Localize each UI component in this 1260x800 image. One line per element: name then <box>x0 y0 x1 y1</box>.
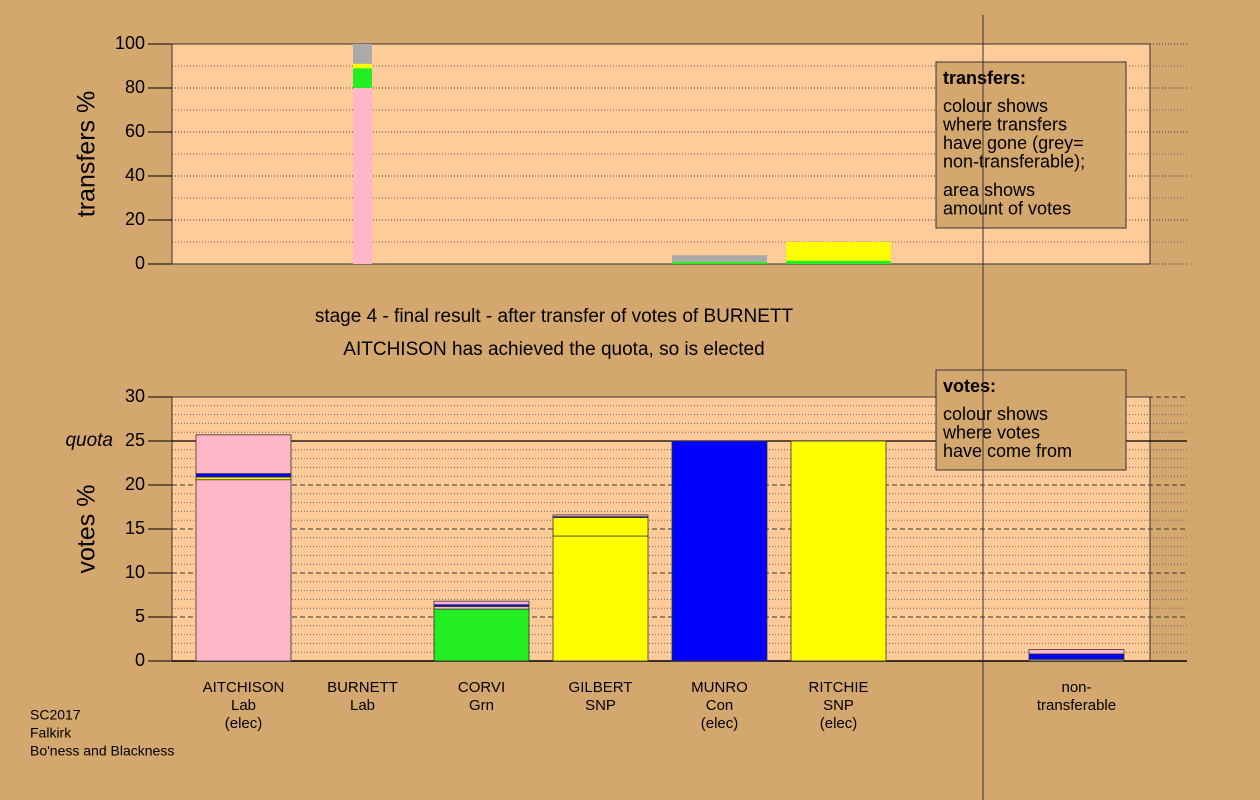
x-tick-label: (elec) <box>820 715 858 732</box>
bar-segment <box>353 44 372 64</box>
x-tick-label: CORVI <box>458 679 505 696</box>
quota-label: quota <box>65 430 113 451</box>
bar-segment <box>672 261 767 264</box>
x-tick-label: BURNETT <box>327 679 398 696</box>
bar-segment <box>1028 653 1125 660</box>
annotation-text: have come from <box>943 441 1072 461</box>
y-tick-label: 10 <box>125 562 145 582</box>
annotation-text: non-transferable); <box>943 151 1085 171</box>
y-tick-label: 80 <box>125 77 145 97</box>
plot-frame <box>171 43 1151 265</box>
x-tick-label: transferable <box>1037 697 1116 714</box>
y-tick-label: 40 <box>125 165 145 185</box>
y-tick-label: 25 <box>125 430 145 450</box>
footer-text: SC2017 <box>30 707 81 723</box>
y-tick-label: 20 <box>125 209 145 229</box>
footer-text: Bo'ness and Blackness <box>30 743 174 759</box>
x-tick-label: RITCHIE <box>809 679 869 696</box>
x-tick-label: SNP <box>823 697 854 714</box>
x-tick-label: Con <box>706 697 734 714</box>
annotation-box <box>935 61 1127 229</box>
annotation-text: colour shows <box>943 404 1048 424</box>
bar-segment <box>353 63 372 69</box>
annotation-title: votes: <box>943 376 996 396</box>
x-tick-label: (elec) <box>225 715 263 732</box>
x-tick-label: GILBERT <box>569 679 633 696</box>
bar-segment <box>790 440 887 662</box>
chart-subtitle: AITCHISON has achieved the quota, so is … <box>343 339 764 360</box>
y-tick-label: 0 <box>135 253 145 273</box>
x-tick-label: Grn <box>469 697 494 714</box>
bar-segment <box>353 88 372 264</box>
bar-segment <box>195 473 292 478</box>
annotation-title: transfers: <box>943 68 1026 88</box>
bar-segment <box>671 440 768 662</box>
bar-segment <box>433 608 530 662</box>
y-tick-label: 15 <box>125 518 145 538</box>
annotation-text: colour shows <box>943 96 1048 116</box>
footer-text: Falkirk <box>30 725 72 741</box>
bar-segment <box>786 260 891 264</box>
y-tick-label: 5 <box>135 606 145 626</box>
x-tick-label: (elec) <box>701 715 739 732</box>
x-tick-label: AITCHISON <box>203 679 285 696</box>
y-axis-label: transfers % <box>73 91 101 217</box>
bar-segment <box>195 434 292 474</box>
annotation-box <box>935 369 1127 471</box>
x-tick-label: Lab <box>350 697 375 714</box>
bar-segment <box>1028 649 1125 655</box>
x-tick-label: non- <box>1061 679 1091 696</box>
chart-title: stage 4 - final result - after transfer … <box>315 306 794 327</box>
bar-segment <box>552 514 649 518</box>
annotation-text: have gone (grey= <box>943 133 1084 153</box>
annotation-text: area shows <box>943 180 1035 200</box>
bar-segment <box>353 68 372 88</box>
y-tick-label: 100 <box>115 33 145 53</box>
bar-segment <box>786 242 891 261</box>
bar-segment <box>552 535 649 662</box>
x-tick-label: MUNRO <box>691 679 748 696</box>
x-tick-label: SNP <box>585 697 616 714</box>
annotation-text: where transfers <box>942 114 1067 134</box>
bar-segment <box>195 479 292 662</box>
y-axis-label: votes % <box>73 485 101 574</box>
annotation-text: amount of votes <box>943 198 1071 218</box>
bar-segment <box>433 600 530 606</box>
y-tick-label: 30 <box>125 386 145 406</box>
y-tick-label: 20 <box>125 474 145 494</box>
bar-segment <box>552 517 649 537</box>
y-tick-label: 0 <box>135 650 145 670</box>
annotation-text: where votes <box>942 422 1040 442</box>
x-tick-label: Lab <box>231 697 256 714</box>
bar-segment <box>672 255 767 262</box>
y-tick-label: 60 <box>125 121 145 141</box>
